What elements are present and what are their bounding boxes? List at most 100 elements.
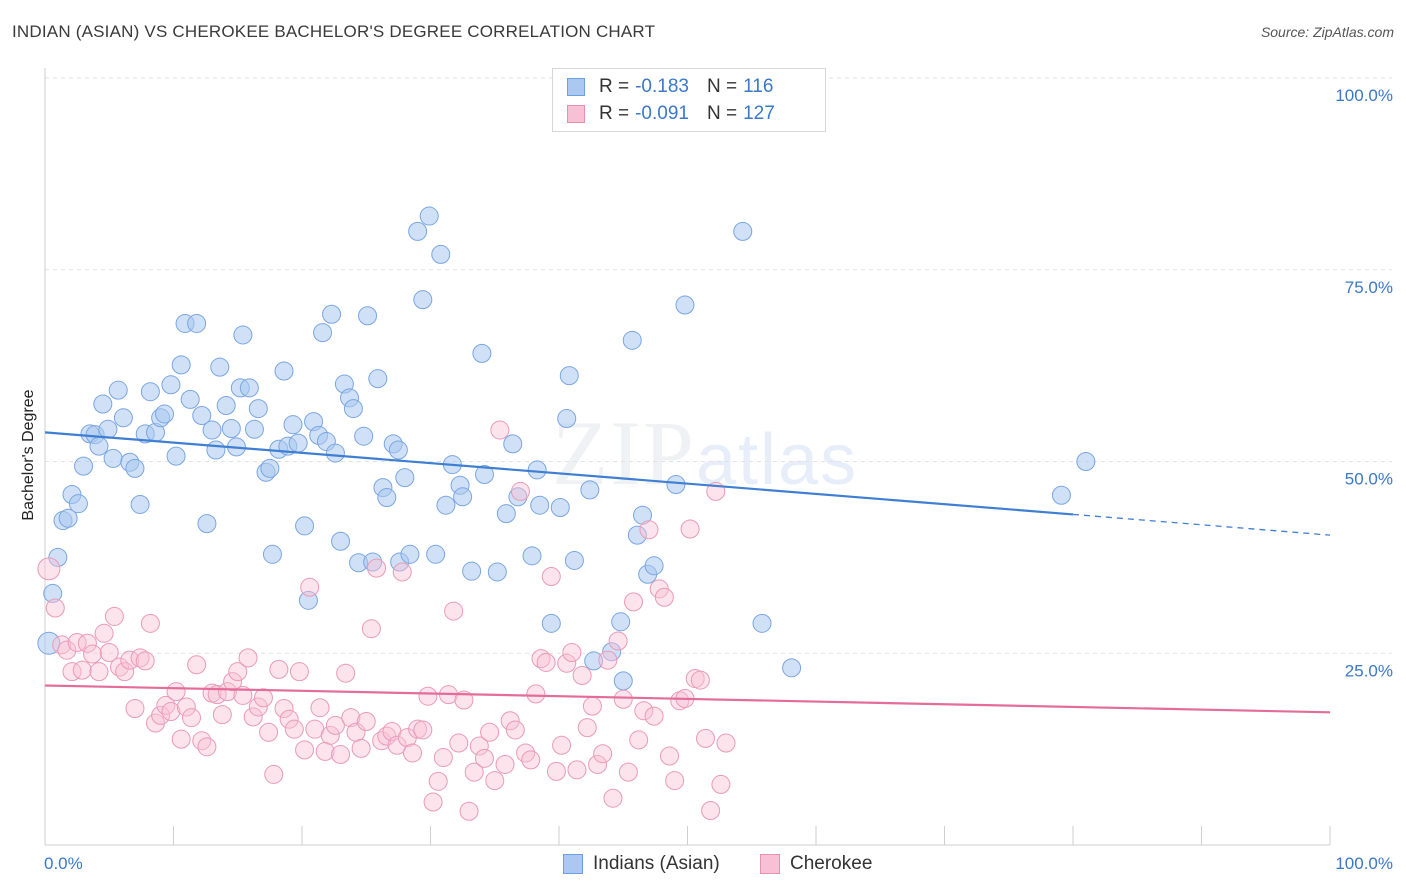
data-point <box>665 771 685 791</box>
data-point <box>325 443 345 463</box>
legend-n-label: N = <box>706 76 738 97</box>
data-point <box>387 735 407 755</box>
data-point <box>388 440 408 460</box>
legend-r-label: R = <box>599 103 630 124</box>
data-point <box>274 698 294 718</box>
y-tick-label: 25.0% <box>1345 661 1393 680</box>
data-point <box>103 448 123 468</box>
axes <box>44 68 1331 846</box>
data-point <box>284 719 304 739</box>
data-point <box>336 663 356 683</box>
data-point <box>243 707 263 727</box>
data-point <box>202 420 222 440</box>
data-point <box>166 446 186 466</box>
data-point <box>130 494 150 514</box>
data-point <box>449 733 469 753</box>
trend-lines <box>44 431 1331 714</box>
data-point <box>593 744 613 764</box>
data-point <box>541 567 561 587</box>
data-point <box>603 788 623 808</box>
data-point <box>426 544 446 564</box>
data-point <box>474 748 494 768</box>
data-point <box>408 719 428 739</box>
data-point <box>288 433 308 453</box>
data-point <box>233 325 253 345</box>
data-point <box>310 698 330 718</box>
data-point <box>1051 485 1071 505</box>
data-point <box>156 695 176 715</box>
data-point <box>325 715 345 735</box>
data-point <box>98 419 118 439</box>
y-axis-title: Bachelor's Degree <box>20 389 37 520</box>
data-point <box>634 701 654 721</box>
data-point <box>140 613 160 633</box>
data-point <box>171 355 191 375</box>
data-point <box>670 691 690 711</box>
data-point <box>125 698 145 718</box>
data-point <box>403 743 423 763</box>
data-point <box>283 415 303 435</box>
y-tick-label: 75.0% <box>1345 278 1393 297</box>
data-point <box>279 709 299 729</box>
data-point <box>57 640 77 660</box>
legend-row-indians: R = -0.183 N = 116 <box>567 74 773 100</box>
data-point <box>629 730 649 750</box>
correlation-legend: R = -0.183 N = 116 R = -0.091 N = 127 <box>552 68 826 132</box>
data-point <box>187 313 207 333</box>
data-point <box>408 221 428 241</box>
data-point <box>108 380 128 400</box>
data-point <box>1076 452 1096 471</box>
data-point <box>217 682 237 702</box>
data-point <box>238 648 258 668</box>
legend-r-value-cherokee: -0.091 <box>635 103 689 124</box>
data-point <box>192 731 212 751</box>
data-point <box>469 736 489 756</box>
data-point <box>572 665 592 685</box>
data-point <box>94 623 114 643</box>
data-point <box>83 644 103 664</box>
source-label: Source: ZipAtlas.com <box>1260 24 1394 40</box>
data-point <box>564 550 584 570</box>
data-point <box>37 631 61 655</box>
data-point <box>223 672 243 692</box>
data-point <box>180 389 200 409</box>
data-point <box>431 244 451 264</box>
chart-title: INDIAN (ASIAN) VS CHEROKEE BACHELOR'S DE… <box>12 22 656 41</box>
data-point <box>262 544 282 564</box>
bottom-legend-label-indians: Indians (Asian) <box>593 853 720 874</box>
data-point <box>166 682 186 702</box>
data-point <box>358 306 378 326</box>
data-point <box>104 606 124 626</box>
data-point <box>43 583 63 603</box>
legend-n-value-cherokee: 127 <box>743 103 775 124</box>
data-point <box>343 399 363 419</box>
legend-row-cherokee: R = -0.091 N = 127 <box>567 101 775 127</box>
data-point <box>608 631 628 651</box>
data-point <box>644 556 664 576</box>
bottom-legend-swatch-indians <box>563 854 583 874</box>
data-point <box>598 650 618 670</box>
series-cherokee <box>37 420 736 821</box>
data-point <box>151 705 171 725</box>
data-point <box>361 619 381 639</box>
data-point <box>413 290 433 310</box>
data-point <box>89 662 109 682</box>
data-point <box>644 706 664 726</box>
data-point <box>289 662 309 682</box>
data-point <box>459 801 479 821</box>
data-point <box>666 475 686 495</box>
legend-swatch-indians <box>567 78 585 96</box>
data-point <box>67 633 87 653</box>
data-point <box>472 343 492 363</box>
data-point <box>505 720 525 740</box>
x-tick-label: 0.0% <box>44 854 83 873</box>
bottom-legend-cherokee: Cherokee <box>760 852 872 876</box>
data-point <box>480 722 500 742</box>
data-point <box>58 508 78 528</box>
data-point <box>552 735 572 755</box>
data-point <box>503 434 523 454</box>
legend-n-label: N = <box>706 103 738 124</box>
data-point <box>454 690 474 710</box>
data-point <box>580 480 600 500</box>
data-point <box>89 436 109 456</box>
